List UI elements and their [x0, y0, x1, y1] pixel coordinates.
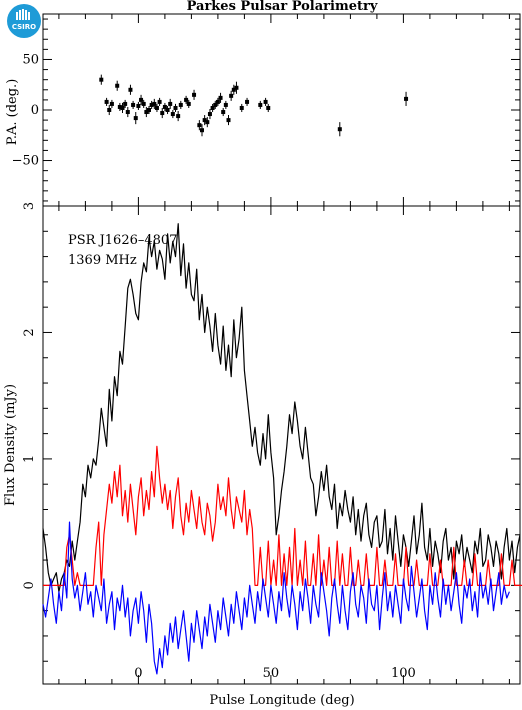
pa-point	[154, 103, 159, 113]
pa-point	[109, 99, 114, 108]
pa-panel: −50 0 50 P.A. (deg.)	[5, 13, 521, 207]
pa-point	[147, 105, 151, 115]
linear-polarization-line	[43, 445, 522, 587]
pa-point	[178, 100, 183, 109]
pa-point	[184, 95, 189, 104]
flux-y-tick-label: 3	[22, 202, 37, 210]
flux-tick-labels: 0 1 2 3 0 50 100	[22, 202, 416, 681]
pa-point	[170, 110, 175, 119]
logo-text: CSIRO	[12, 23, 36, 31]
total-intensity-line	[42, 223, 521, 593]
pa-point	[107, 104, 112, 116]
pa-point	[229, 90, 234, 101]
flux-axis-label: Flux Density (mJy)	[3, 384, 18, 506]
pa-point	[207, 108, 212, 120]
flux-x-tick-label: 0	[134, 666, 142, 681]
flux-y-tick-label: 2	[22, 328, 37, 336]
flux-panel: 0 1 2 3 0 50 100 PSR J1626–4807 1369 MHz Flux …	[3, 202, 522, 708]
pa-point	[128, 84, 133, 95]
pa-point	[186, 99, 191, 108]
pa-point	[125, 106, 130, 118]
pa-point	[223, 100, 228, 109]
x-axis-label: Pulse Longitude (deg)	[209, 693, 354, 708]
pa-point	[123, 99, 128, 108]
flux-series	[42, 223, 522, 675]
pa-point	[133, 112, 138, 125]
pa-point	[120, 102, 125, 114]
pa-point	[215, 97, 220, 106]
pa-ticks	[43, 14, 520, 206]
pa-point	[197, 120, 202, 131]
pa-panel-frame	[42, 13, 521, 207]
pa-point	[404, 91, 409, 106]
pa-point	[263, 97, 268, 106]
psr-annotation: PSR J1626–4807	[68, 233, 177, 248]
pa-axis-label: P.A. (deg.)	[5, 79, 20, 146]
pa-point	[245, 97, 250, 106]
pa-point	[157, 97, 162, 106]
flux-x-tick-label: 50	[263, 666, 280, 681]
pa-point	[117, 102, 122, 112]
flux-ticks	[43, 205, 520, 684]
pa-point	[165, 105, 170, 115]
pa-point	[176, 111, 181, 122]
pa-point	[202, 115, 207, 126]
pa-point	[205, 117, 210, 128]
pa-point	[144, 106, 149, 118]
pa-point	[266, 103, 271, 113]
pa-point	[162, 102, 167, 112]
chart-title: Parkes Pulsar Polarimetry	[187, 0, 378, 14]
pa-point	[149, 100, 154, 109]
circular-polarization-line	[42, 521, 510, 675]
pa-point	[200, 124, 204, 137]
pa-point	[139, 94, 144, 105]
pa-point	[192, 89, 197, 100]
pa-y-tick-label: 0	[31, 103, 39, 118]
pa-point	[160, 107, 165, 119]
pa-point	[168, 98, 173, 109]
logo-bars-icon	[16, 9, 30, 20]
pa-point	[152, 98, 157, 109]
pa-tick-labels: −50 0 50	[12, 52, 39, 168]
pa-point	[115, 80, 120, 91]
logo-circle	[7, 4, 41, 38]
pa-point	[131, 100, 136, 109]
pa-y-tick-label: −50	[12, 154, 39, 169]
flux-x-tick-label: 100	[391, 666, 416, 681]
pa-point	[173, 103, 178, 113]
pa-point	[226, 115, 231, 126]
pa-point	[231, 84, 236, 95]
pa-points	[99, 74, 409, 137]
pa-point	[234, 81, 239, 94]
flux-y-tick-label: 0	[22, 581, 37, 589]
pa-y-tick-label: 50	[22, 52, 39, 67]
pa-point	[218, 92, 223, 103]
flux-y-tick-label: 1	[22, 455, 37, 463]
pa-point	[239, 103, 244, 113]
frequency-annotation: 1369 MHz	[68, 253, 137, 268]
pa-point	[99, 74, 104, 85]
pa-point	[337, 122, 342, 137]
csiro-logo: CSIRO	[7, 4, 41, 38]
pa-point	[210, 103, 215, 113]
pa-point	[213, 100, 218, 109]
pa-point	[104, 97, 109, 106]
pa-point	[258, 100, 263, 109]
pa-point	[136, 101, 141, 110]
flux-panel-frame	[42, 205, 521, 685]
pa-point	[141, 99, 146, 108]
pa-point	[221, 107, 226, 117]
